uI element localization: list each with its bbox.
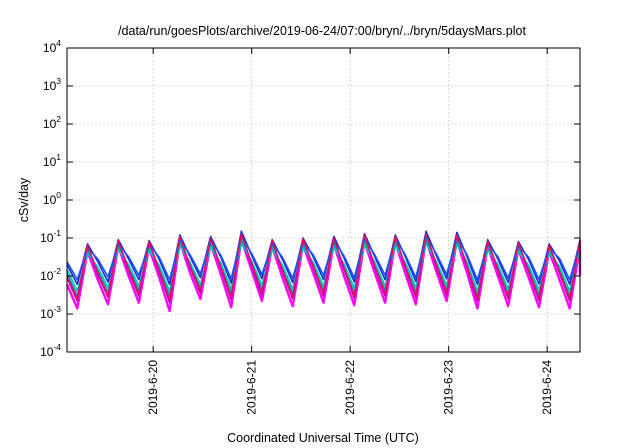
chart-title: /data/run/goesPlots/archive/2019-06-24/0… (118, 24, 526, 38)
y-axis-label: cSv/day (17, 177, 31, 222)
series-line (65, 238, 582, 313)
x-axis-ticks: 2019-6-20 2019-6-21 2019-6-22 2019-6-23 2019… (146, 48, 554, 415)
y-tick-label: 104 (43, 38, 61, 55)
series-line (66, 235, 581, 281)
y-tick-label: 101 (43, 152, 61, 169)
plot-series (65, 230, 582, 313)
y-tick-label: 10-3 (40, 304, 61, 321)
grid-lines (67, 48, 580, 352)
x-tick-label: 2019-6-24 (540, 360, 554, 415)
x-tick-label: 2019-6-22 (343, 360, 357, 415)
y-axis-ticks: 10-4 10-3 10-2 10-1 100 101 102 103 104 (40, 38, 580, 359)
y-tick-label: 10-1 (40, 228, 61, 245)
y-tick-label: 10-4 (40, 342, 61, 359)
y-tick-label: 100 (43, 190, 61, 207)
y-tick-label: 102 (43, 114, 61, 131)
x-tick-label: 2019-6-23 (442, 360, 456, 415)
x-tick-label: 2019-6-21 (245, 360, 259, 415)
series-line (66, 232, 581, 301)
y-tick-label: 10-2 (40, 266, 61, 283)
x-tick-label: 2019-6-20 (146, 360, 160, 415)
y-tick-label: 103 (43, 76, 61, 93)
x-axis-label: Coordinated Universal Time (UTC) (227, 431, 419, 445)
